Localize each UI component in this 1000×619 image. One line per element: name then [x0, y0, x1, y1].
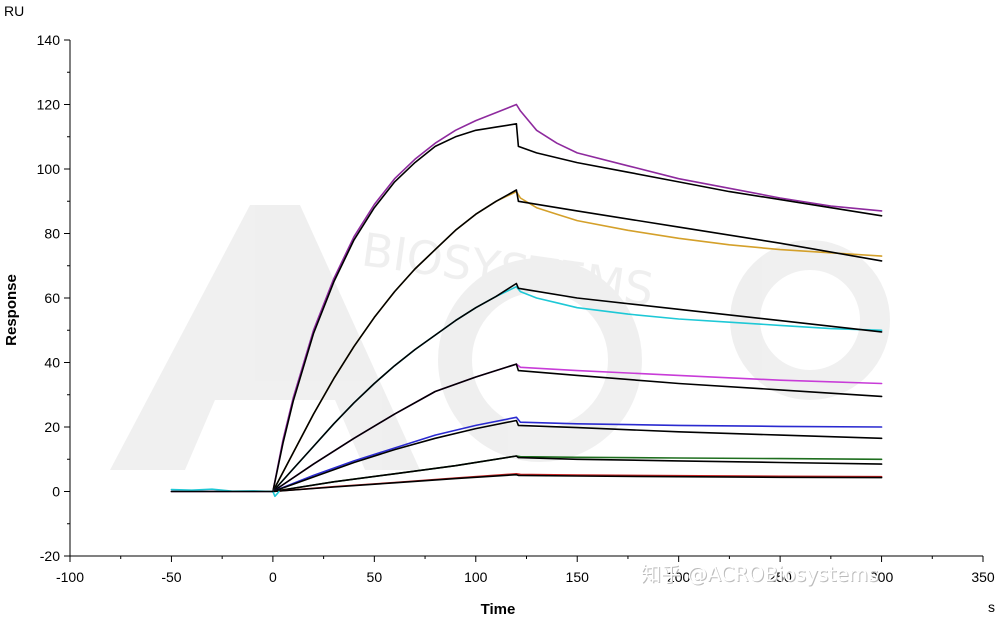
x-tick-label: 50 [367, 569, 383, 585]
series-line-6 [272, 282, 883, 493]
x-tick-label: 0 [269, 569, 277, 585]
series-line-2 [272, 123, 883, 493]
x-tick-label: 100 [464, 569, 488, 585]
footer-watermark: 知乎 @ACROBiosystems [641, 562, 879, 586]
y-unit-label: RU [4, 3, 24, 19]
y-axis-title: Response [3, 274, 20, 346]
series-line-9 [272, 416, 883, 493]
y-tick-label: 0 [52, 484, 60, 500]
y-tick-label: -20 [40, 548, 60, 564]
series-layer [170, 103, 883, 498]
x-tick-label: 300 [870, 569, 894, 585]
x-tick-label: -50 [161, 569, 181, 585]
x-axis-title: Time [481, 601, 516, 618]
y-tick-label: 40 [44, 355, 60, 371]
y-tick-label: 80 [44, 226, 60, 242]
axes: -20 0 20 40 60 80 100 120 140 -100 -50 0 50 100 150 200… [37, 32, 995, 585]
footer-watermark-shadow: 知乎 @ACROBiosystems [642, 563, 880, 587]
series-line-8 [272, 363, 883, 493]
x-tick-label: -100 [56, 569, 84, 585]
x-tick-label: 350 [971, 569, 995, 585]
series-line-14 [272, 473, 883, 493]
x-tick-label: 150 [566, 569, 590, 585]
x-unit-label: s [988, 599, 995, 615]
x-tick-label: 250 [768, 569, 792, 585]
y-tick-label: 20 [44, 419, 60, 435]
series-line-10 [272, 419, 883, 493]
y-tick-label: 100 [37, 161, 61, 177]
series-line-4 [272, 189, 883, 493]
series-line-1 [170, 103, 883, 493]
y-tick-label: 60 [44, 290, 60, 306]
series-line-15 [170, 488, 280, 498]
background-watermark: BIOSYSTEMS [110, 205, 890, 470]
x-tick-label: 200 [667, 569, 691, 585]
y-tick-label: 140 [37, 32, 61, 48]
y-tick-label: 120 [37, 97, 61, 113]
series-line-12 [272, 455, 883, 493]
